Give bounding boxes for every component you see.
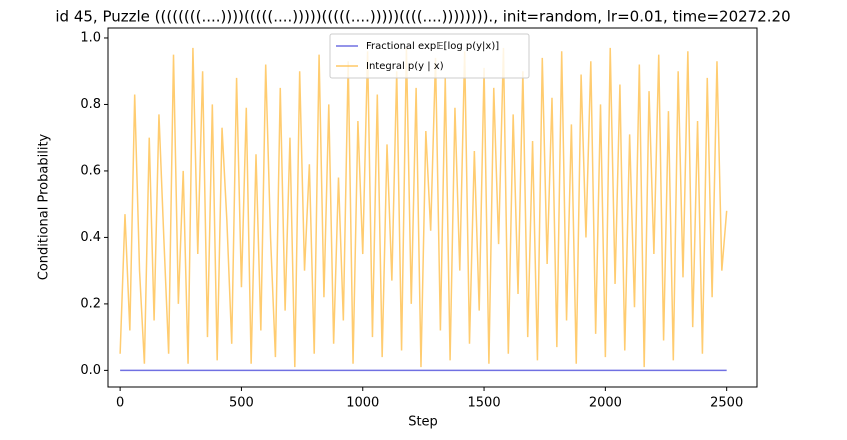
x-axis-label: Step [408, 415, 438, 430]
y-axis-label: Conditional Probability [37, 133, 52, 280]
x-tick-label: 1500 [468, 396, 501, 411]
x-tick-label: 1000 [346, 396, 379, 411]
x-tick-label: 500 [229, 396, 254, 411]
y-tick-label: 0.2 [80, 296, 101, 311]
y-tick-label: 0.0 [80, 363, 101, 378]
y-tick-label: 0.4 [80, 230, 101, 245]
legend-box [329, 33, 530, 79]
chart-title: id 45, Puzzle ((((((((....))))(((((....)… [55, 8, 790, 26]
x-tick-label: 2000 [589, 396, 622, 411]
plot-frame [107, 27, 758, 388]
x-tick-label: 0 [116, 396, 124, 411]
y-tick-label: 1.0 [80, 30, 101, 45]
data-line [119, 47, 728, 368]
y-tick-label: 0.8 [80, 97, 101, 112]
x-tick-label: 2500 [710, 396, 743, 411]
legend-label: Integral p(y | x) [366, 61, 444, 72]
legend-label: Fractional exp𝔼[log p(y|x)] [366, 41, 499, 52]
y-tick-label: 0.6 [80, 163, 101, 178]
